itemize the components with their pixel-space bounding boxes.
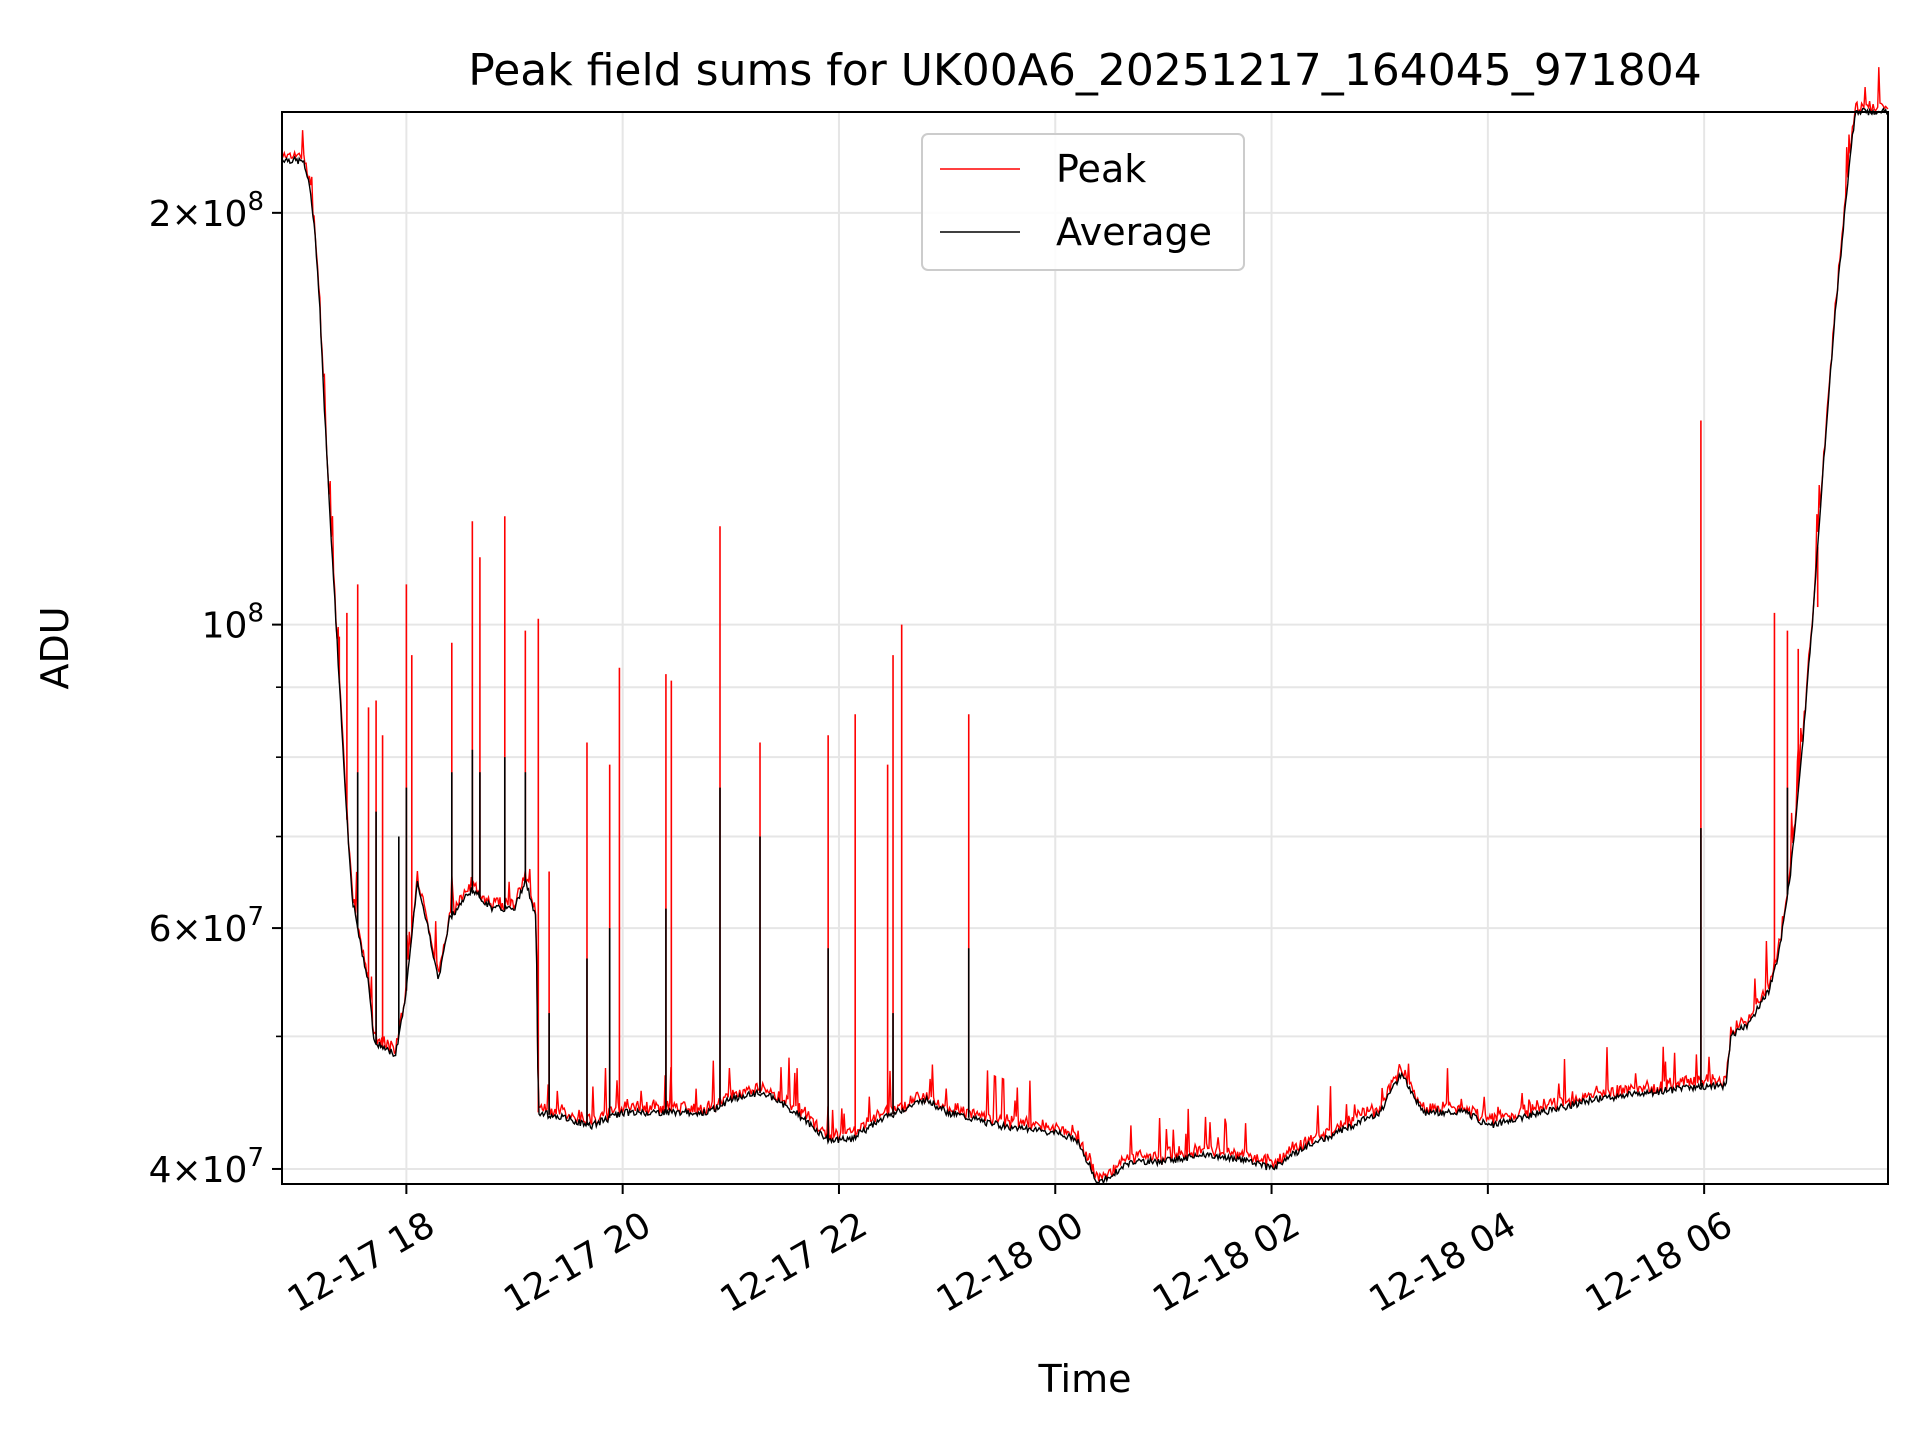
legend-box [921,133,1245,271]
series-layer [281,67,1889,1185]
y-tick-label: 108 [202,599,264,647]
plot-frame [281,111,1889,1185]
legend: Peak Average [921,133,1245,271]
y-tick-label: 6×107 [149,902,264,950]
x-axis-label: Time [1038,1357,1132,1401]
y-tick-label: 2×108 [149,187,264,235]
y-tick-label: 4×107 [149,1143,264,1191]
average-series-line [281,107,1889,1185]
y-axis-label: ADU [33,606,77,689]
chart-title: Peak field sums for UK00A6_20251217_1640… [468,45,1701,96]
legend-label-average: Average [1056,210,1212,254]
legend-label-peak: Peak [1056,147,1146,191]
grid-layer [282,112,1888,1184]
